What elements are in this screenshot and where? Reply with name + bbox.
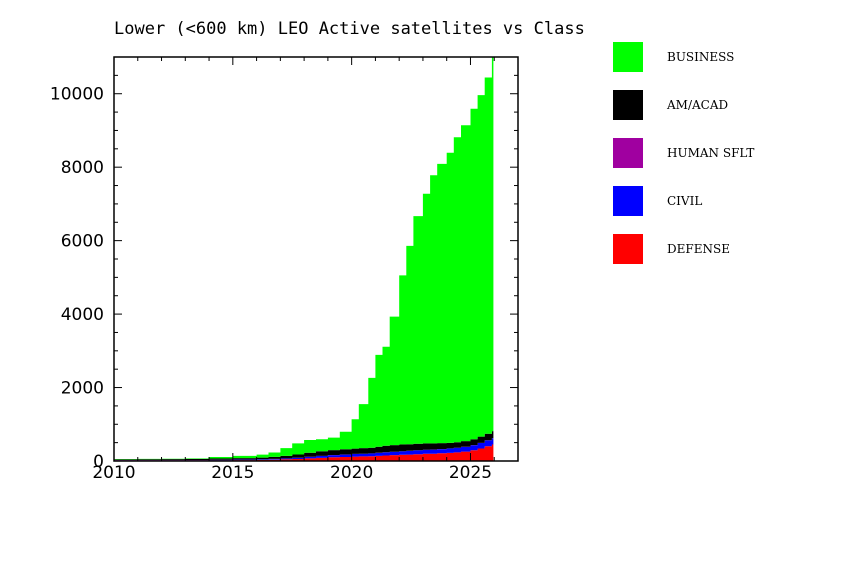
legend: BUSINESS AM/ACAD HUMAN SFLT CIVIL DEFENSE (613, 42, 754, 264)
legend-label-human-sflt: HUMAN SFLT (667, 146, 754, 160)
y-tick-label: 6000 (61, 232, 104, 252)
axis-ticks: 0 2000 4000 6000 8000 10000 2010 2015 2020 2025 (50, 56, 519, 483)
legend-swatch-human-sflt (613, 138, 643, 168)
series-area-am-acad (114, 431, 494, 460)
series-area-civil (114, 438, 494, 461)
x-tick-label: 2010 (92, 463, 135, 483)
x-tick-label: 2015 (211, 463, 254, 483)
x-tick-label: 2025 (449, 463, 492, 483)
legend-swatch-am-acad (613, 90, 643, 120)
y-tick-label: 8000 (61, 158, 104, 178)
x-tick-label: 2020 (330, 463, 373, 483)
series-area-defense (114, 444, 494, 461)
legend-swatch-business (613, 42, 643, 72)
y-tick-label: 4000 (61, 305, 104, 325)
legend-label-am-acad: AM/ACAD (666, 98, 728, 112)
plot-areas (114, 56, 494, 461)
y-tick-label: 0 (93, 452, 104, 472)
series-area-business (114, 56, 494, 460)
legend-label-defense: DEFENSE (667, 242, 730, 256)
legend-label-business: BUSINESS (667, 50, 734, 64)
legend-swatch-civil (613, 186, 643, 216)
legend-swatch-defense (613, 234, 643, 264)
y-tick-label: 10000 (50, 85, 104, 105)
y-tick-label: 2000 (61, 379, 104, 399)
legend-label-civil: CIVIL (667, 194, 702, 208)
chart-title: Lower (<600 km) LEO Active satellites vs… (114, 19, 585, 39)
